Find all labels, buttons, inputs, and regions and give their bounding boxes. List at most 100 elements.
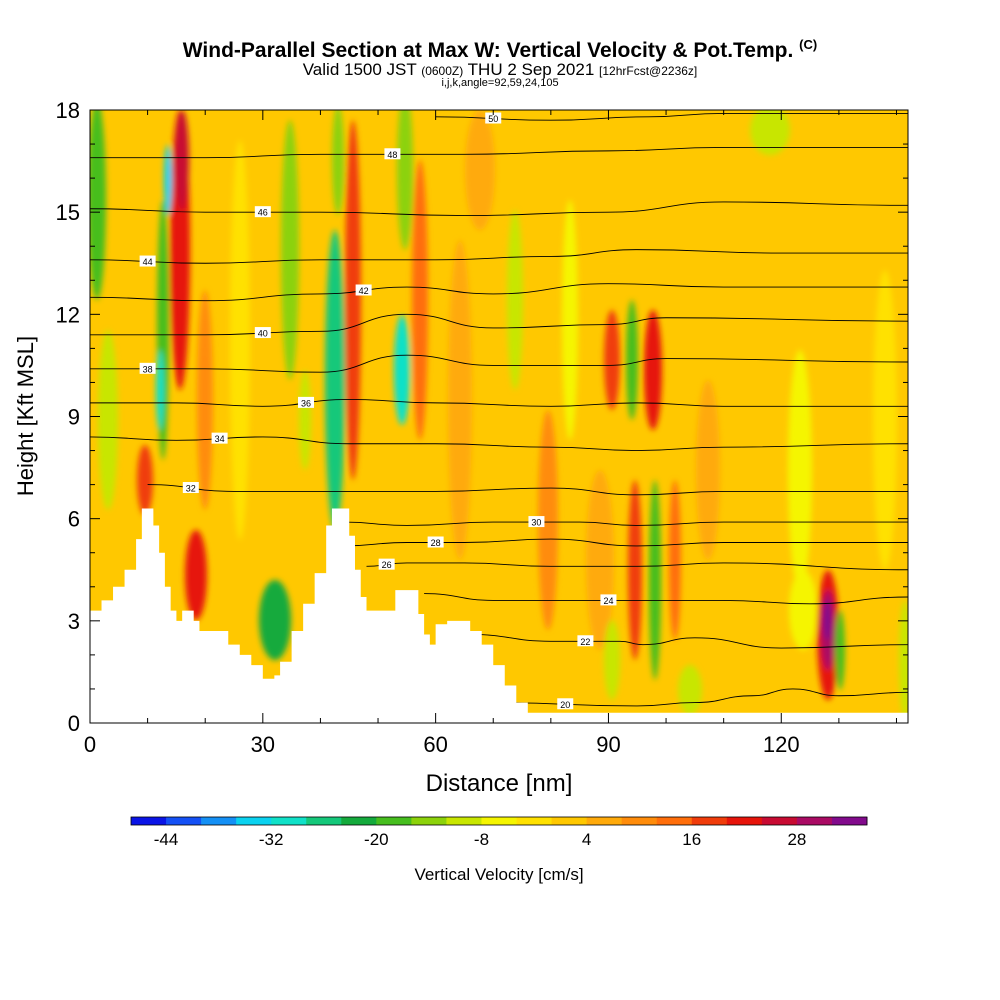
downdraft-feature <box>299 370 311 470</box>
downdraft-feature <box>750 110 790 155</box>
contour-label-box <box>600 594 617 606</box>
contour-label: 50 <box>488 114 498 124</box>
y-tick-label: 18 <box>56 98 80 123</box>
colorbar-tick-label: 4 <box>582 830 591 849</box>
colorbar-swatch <box>761 817 798 825</box>
colorbar-swatch <box>446 817 482 825</box>
x-tick-label: 0 <box>84 732 96 757</box>
colorbar-swatch <box>586 817 623 825</box>
colorbar-swatch <box>236 817 272 825</box>
contour-label-box <box>427 536 444 548</box>
contour-label-box <box>557 698 574 710</box>
colorbar-tick-label: -8 <box>474 830 489 849</box>
theta-contour-line <box>90 283 908 302</box>
contour-label: 36 <box>301 398 311 408</box>
valid-utc: (0600Z) <box>421 64 464 78</box>
colorbar-swatch <box>831 817 868 825</box>
theta-contour-line <box>147 484 908 496</box>
updraft-feature <box>823 600 831 640</box>
updraft-feature <box>538 410 558 630</box>
contour-label-box <box>254 327 271 339</box>
x-tick-label: 120 <box>763 732 800 757</box>
y-tick-label: 12 <box>56 302 80 327</box>
contour-label: 24 <box>603 596 613 606</box>
theta-contour-line <box>424 593 908 605</box>
updraft-feature <box>345 120 361 480</box>
theta-contours: 20 22 24 26 28 30 32 34 36 38 40 42 44 46 48 50 <box>90 112 908 710</box>
title-mark: (C) <box>799 37 818 52</box>
field-features <box>90 110 908 720</box>
contour-label-box <box>254 206 271 218</box>
colorbar-tick-label: 16 <box>682 830 701 849</box>
downdraft-feature <box>649 480 661 680</box>
x-axis-label: Distance [nm] <box>426 770 573 797</box>
colorbar-tick-label: 28 <box>787 830 806 849</box>
updraft-feature <box>628 480 642 660</box>
theta-contour-line <box>343 521 908 526</box>
theta-contour-line <box>90 313 908 336</box>
updraft-feature <box>465 110 495 230</box>
updraft-feature <box>137 445 153 515</box>
downdraft-feature <box>562 200 578 440</box>
downdraft-feature <box>281 120 299 380</box>
colorbar-swatch <box>796 817 833 825</box>
downdraft-feature <box>164 145 172 215</box>
downdraft-feature <box>626 300 638 420</box>
colorbar-label: Vertical Velocity [cm/s] <box>414 865 583 884</box>
colorbar-swatch <box>306 817 342 825</box>
chart-subtitle: Valid 1500 JST (0600Z) THU 2 Sep 2021 [1… <box>0 60 1000 80</box>
colorbar-swatch <box>621 817 658 825</box>
contour-label-box <box>355 284 372 296</box>
colorbar-swatch <box>341 817 377 825</box>
downdraft-feature <box>397 110 413 250</box>
contour-label: 46 <box>258 208 268 218</box>
updraft-feature <box>696 380 720 560</box>
theta-contour-line <box>366 562 908 571</box>
updraft-feature <box>175 110 189 210</box>
contour-label-box <box>298 396 315 408</box>
contour-label-box <box>211 432 228 444</box>
colorbar-swatch <box>131 817 167 825</box>
downdraft-feature <box>156 350 164 430</box>
downdraft-feature <box>873 270 897 570</box>
contour-label: 26 <box>382 560 392 570</box>
x-tick-label: 30 <box>251 732 275 757</box>
downdraft-feature <box>507 210 523 390</box>
contour-label-box <box>139 255 156 267</box>
updraft-feature <box>604 310 620 410</box>
colorbar-swatch <box>201 817 237 825</box>
downdraft-feature <box>678 665 702 715</box>
x-tick-label: 60 <box>423 732 447 757</box>
colorbar-tick-label: -20 <box>364 830 389 849</box>
downdraft-feature <box>788 350 812 590</box>
theta-contour-line <box>90 201 908 217</box>
downdraft-feature <box>789 570 817 650</box>
contour-label: 30 <box>531 518 541 528</box>
y-tick-label: 3 <box>68 609 80 634</box>
theta-contour-line <box>493 688 908 707</box>
contour-label: 20 <box>560 700 570 710</box>
y-axis-label: Height [Kft MSL] <box>13 336 38 496</box>
contour-label: 38 <box>143 364 153 374</box>
valid-time: Valid 1500 JST <box>302 60 417 79</box>
colorbar-swatch <box>411 817 447 825</box>
y-tick-label: 0 <box>68 711 80 736</box>
updraft-feature <box>644 310 662 430</box>
colorbar-swatch <box>166 817 202 825</box>
title-main: Wind-Parallel Section at Max W: Vertical… <box>182 39 794 62</box>
colorbar-swatch <box>516 817 553 825</box>
colorbar-tick-label: -32 <box>259 830 284 849</box>
chart-title: Wind-Parallel Section at Max W: Vertical… <box>0 37 1000 63</box>
downdraft-feature <box>835 610 845 690</box>
forecast-info: [12hrFcst@2236z] <box>599 64 698 78</box>
contour-label: 34 <box>215 434 225 444</box>
updraft-feature <box>412 160 428 440</box>
contour-label-box <box>528 516 545 528</box>
downdraft-feature <box>394 315 410 425</box>
theta-contour-line <box>343 538 908 547</box>
updraft-feature <box>197 290 213 510</box>
terrain-mask <box>90 508 908 723</box>
updraft-feature <box>230 140 250 540</box>
